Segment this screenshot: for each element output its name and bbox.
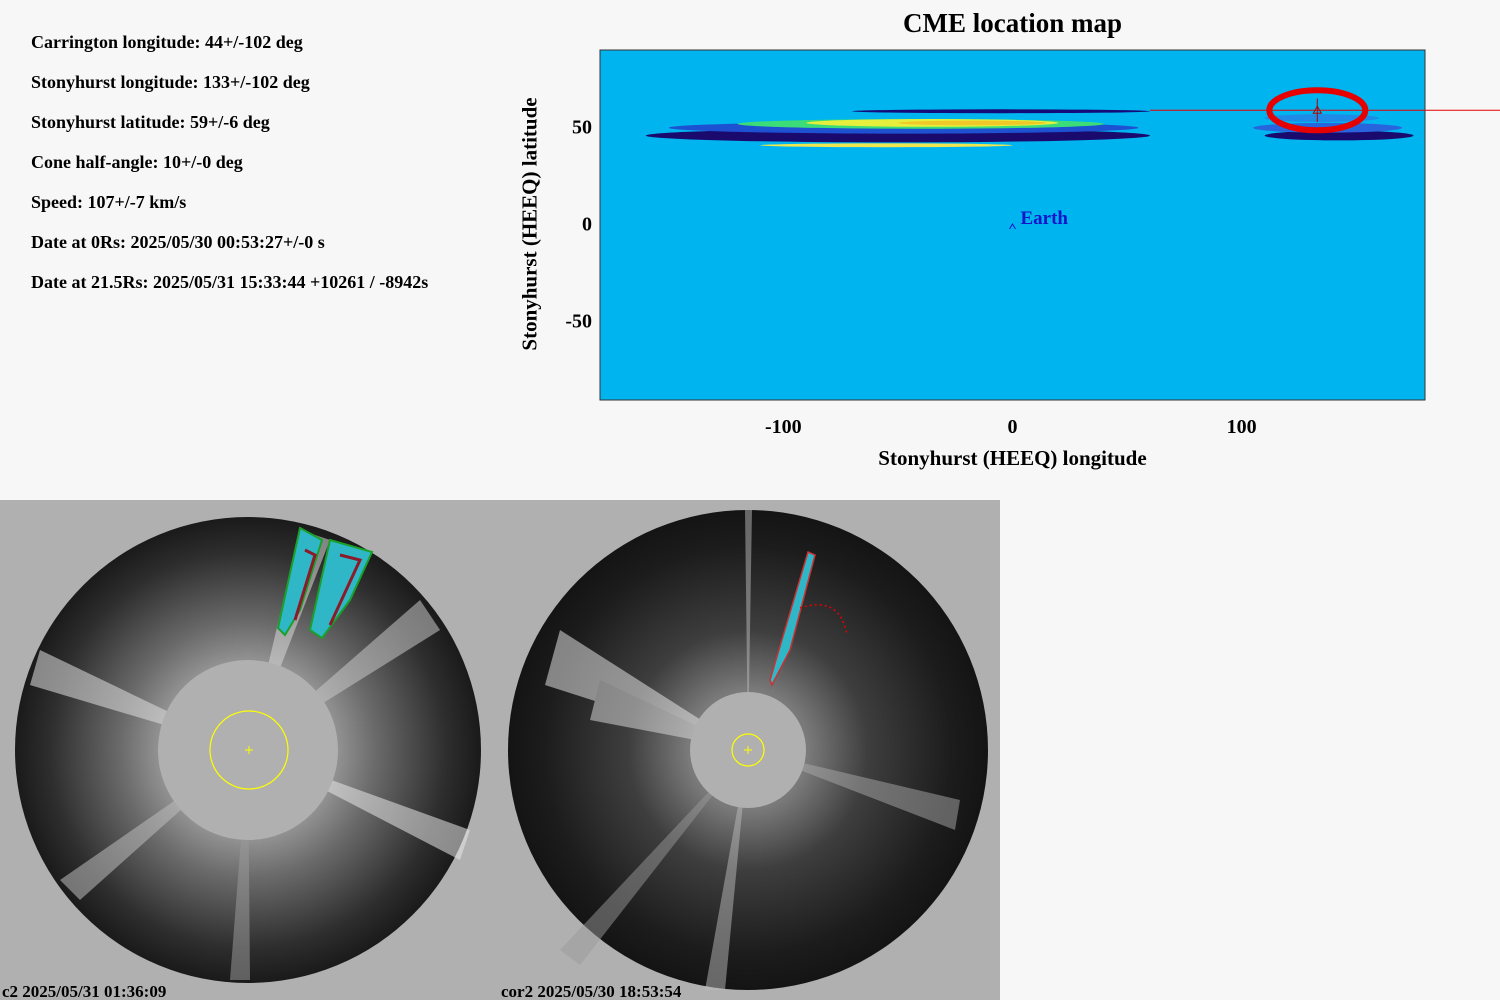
y-tick-label: 50 xyxy=(572,116,592,139)
c2-sun-circle xyxy=(209,710,289,790)
cor2-coronagraph-image xyxy=(508,510,988,990)
speed: Speed: 107+/-7 km/s xyxy=(31,192,187,212)
c2-sun-center xyxy=(245,746,253,754)
cor2-sun-center xyxy=(744,746,752,754)
x-axis-label: Stonyhurst (HEEQ) longitude xyxy=(878,446,1147,470)
probability-band-9 xyxy=(1264,114,1380,122)
map-markers xyxy=(1009,87,1500,230)
carrington-longitude: Carrington longitude: 44+/-102 deg xyxy=(31,32,303,52)
earth-marker xyxy=(1009,223,1016,230)
c2-coronagraph-image xyxy=(15,517,481,983)
y-tick-label: -50 xyxy=(565,310,592,333)
cme-location-ring xyxy=(1266,87,1369,134)
cme-location-marker xyxy=(1312,105,1323,114)
cme-location-map xyxy=(599,49,1500,401)
c2-cme-front-1 xyxy=(276,526,324,637)
date-at-21-5rs: Date at 21.5Rs: 2025/05/31 15:33:44 +102… xyxy=(31,272,429,292)
chart-title: CME location map xyxy=(903,8,1122,38)
x-tick-label: 100 xyxy=(1226,416,1257,438)
c2-image-label: c2 2025/05/31 01:36:09 xyxy=(2,982,167,1000)
cone-half-angle: Cone half-angle: 10+/-0 deg xyxy=(31,152,243,172)
probability-bands xyxy=(645,109,1414,148)
y-tick-label: 0 xyxy=(582,213,592,236)
probability-band-6 xyxy=(852,109,1150,114)
coronagraph-images xyxy=(15,510,988,990)
stonyhurst-longitude: Stonyhurst longitude: 133+/-102 deg xyxy=(31,72,310,92)
probability-band-5 xyxy=(760,143,1013,148)
earth-label: Earth xyxy=(1020,208,1069,229)
y-axis-label: Stonyhurst (HEEQ) latitude xyxy=(517,97,542,351)
map-background xyxy=(599,49,1426,401)
date-at-0rs: Date at 0Rs: 2025/05/30 00:53:27+/-0 s xyxy=(31,232,325,252)
x-tick-label: 0 xyxy=(1007,416,1018,438)
x-tick-label: -100 xyxy=(764,416,802,438)
probability-band-4 xyxy=(897,120,1047,126)
coronagraph-panel: c2 2025/05/31 01:36:09 cor2 2025/05/30 1… xyxy=(0,500,1000,1000)
stonyhurst-latitude: Stonyhurst latitude: 59+/-6 deg xyxy=(31,112,270,132)
cor2-image-label: cor2 2025/05/30 18:53:54 xyxy=(501,982,682,1000)
cor2-sun-circle xyxy=(731,733,765,767)
cor2-cme-front xyxy=(769,550,816,687)
probability-band-7 xyxy=(1264,130,1414,141)
